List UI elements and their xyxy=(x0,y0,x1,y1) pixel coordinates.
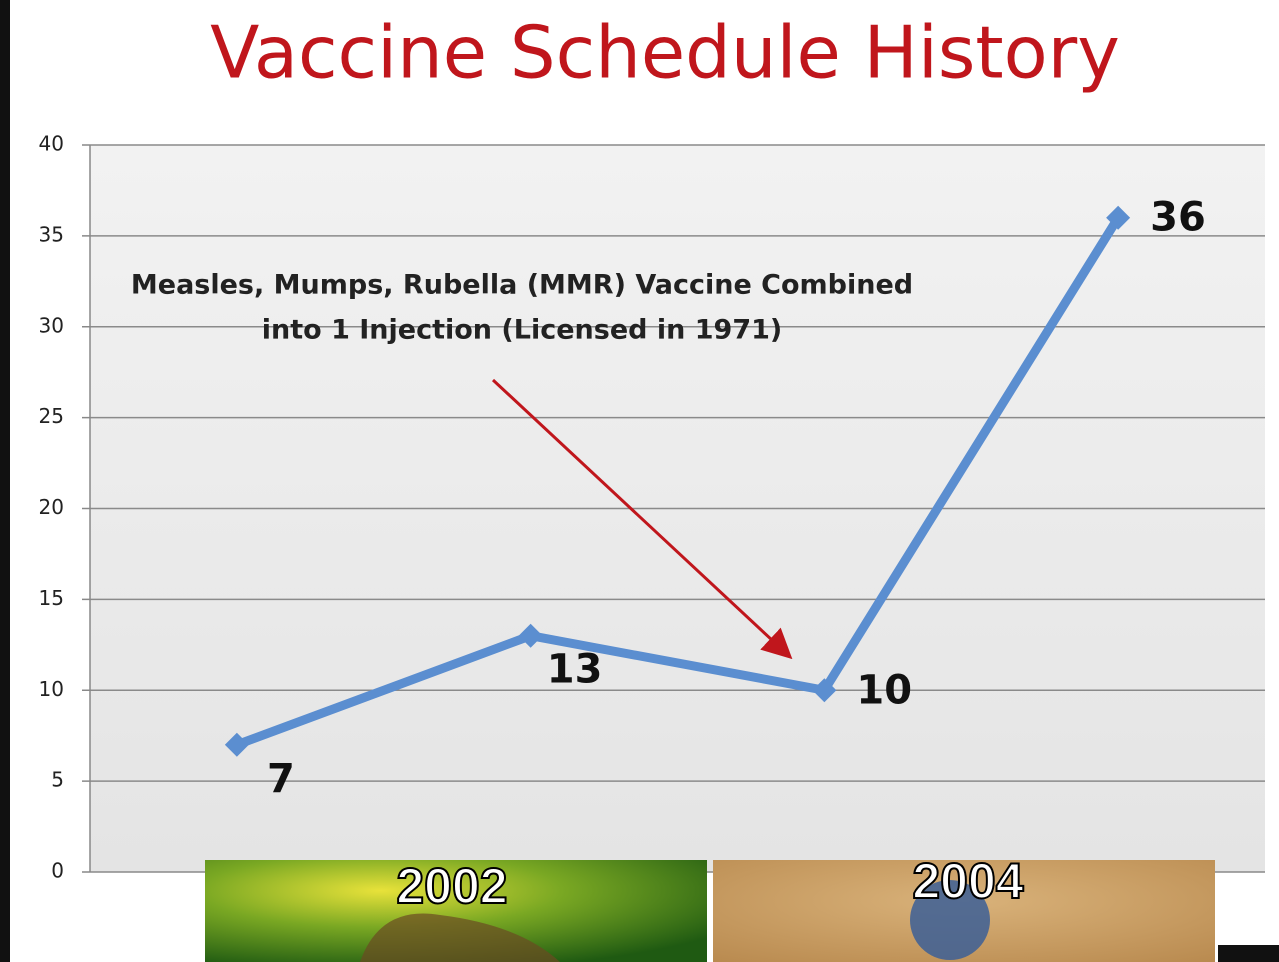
data-label: 10 xyxy=(856,667,912,713)
data-label: 36 xyxy=(1150,195,1206,241)
chart-title: Vaccine Schedule History xyxy=(210,11,1120,95)
y-tick-label: 5 xyxy=(51,768,64,792)
y-tick-label: 10 xyxy=(39,677,64,701)
corner-block xyxy=(1218,945,1279,962)
y-tick-label: 20 xyxy=(39,495,64,519)
y-tick-label: 30 xyxy=(39,313,64,337)
data-label: 7 xyxy=(267,756,295,802)
page: 0 5 10 15 20 25 30 35 40 Vaccine Schedule Histor… xyxy=(0,0,1279,962)
y-tick-label: 35 xyxy=(39,222,64,246)
y-tick-label: 0 xyxy=(51,859,64,883)
picture-label: 2002 xyxy=(396,858,507,914)
annotation: into 1 Injection (Licensed in 1971) xyxy=(262,315,783,346)
picture-label: 2004 xyxy=(912,853,1023,909)
annotation: Measles, Mumps, Rubella (MMR) Vaccine Co… xyxy=(131,270,913,301)
y-tick-label: 25 xyxy=(39,404,64,428)
y-tick-label: 40 xyxy=(39,132,64,156)
data-label: 13 xyxy=(547,647,603,693)
y-tick-label: 15 xyxy=(39,586,64,610)
left-strip xyxy=(0,0,10,962)
chart: 0 5 10 15 20 25 30 35 40 Vaccine Schedule Histor… xyxy=(0,0,1279,962)
